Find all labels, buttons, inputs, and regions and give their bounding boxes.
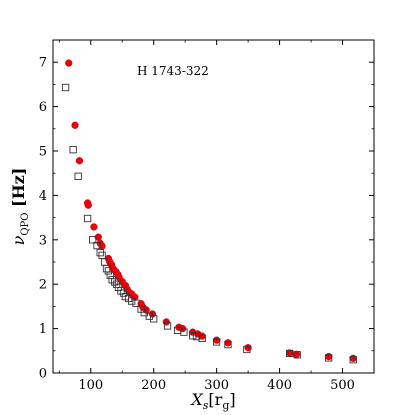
data-point-square [224,340,232,349]
x-axis: 100 200 300 400 500 [58,40,355,393]
y-tick-label: 1 [39,322,47,337]
y-axis: 0 1 2 3 4 5 6 7 [39,56,374,382]
x-axis-title: Xs[rg] [189,390,235,412]
data-point-square [198,334,206,343]
data-point-circle [90,223,98,231]
data-point-circle [212,336,221,344]
y-tick-label: 5 [39,145,47,160]
data-point-circle [84,201,92,209]
data-point-square [83,214,92,223]
data-point-square [106,271,114,279]
data-point-square [111,278,119,286]
data-point-square [349,356,357,364]
data-point-square [61,83,70,92]
y-tick-label: 2 [39,278,47,293]
data-point-square [69,146,77,154]
data-point-square [74,172,82,180]
y-tick-label: 4 [39,189,47,204]
data-point-square [163,322,172,330]
x-tick-label: 500 [330,378,355,393]
data-point-circle [224,339,232,347]
data-point-square [102,265,111,273]
axes-frame [52,39,375,374]
data-point-square [150,315,158,323]
data-point-circle [325,352,333,361]
x-tick-label: 400 [267,378,292,393]
data-point-square [93,241,101,250]
x-tick-label: 200 [141,378,166,393]
data-point-circle [349,354,357,362]
data-point-square [104,267,113,275]
y-tick-label: 0 [39,367,47,382]
data-point-square [180,328,188,336]
data-point-square [96,249,104,257]
data-point-square [108,276,116,284]
data-point-square [145,312,153,320]
y-axis-title: νQPO [Hz] [9,168,31,246]
y-tick-label: 7 [39,56,47,71]
data-point-square [98,251,106,259]
data-point-square [212,338,221,346]
series-2 [61,83,357,364]
x-tick-label: 100 [78,378,103,393]
data-point-circle [75,157,84,165]
x-tick-label: 300 [204,378,229,393]
data-point-square [89,236,97,244]
chart-annotation: H 1743-322 [137,64,209,78]
data-point-square [128,297,136,305]
y-tick-label: 3 [39,233,47,248]
data-point-square [117,287,125,295]
data-point-square [286,349,294,358]
y-tick-label: 6 [39,100,47,115]
data-point-square [243,345,251,354]
data-point-square [293,351,301,359]
plot-area [61,59,357,364]
data-point-circle [71,121,79,129]
data-point-square [132,299,140,307]
data-point-circle [65,59,73,67]
series-1 [65,59,357,362]
plot-frame [52,39,375,374]
data-point-square [325,354,333,362]
data-point-square [192,332,201,341]
data-point-square [189,332,197,340]
